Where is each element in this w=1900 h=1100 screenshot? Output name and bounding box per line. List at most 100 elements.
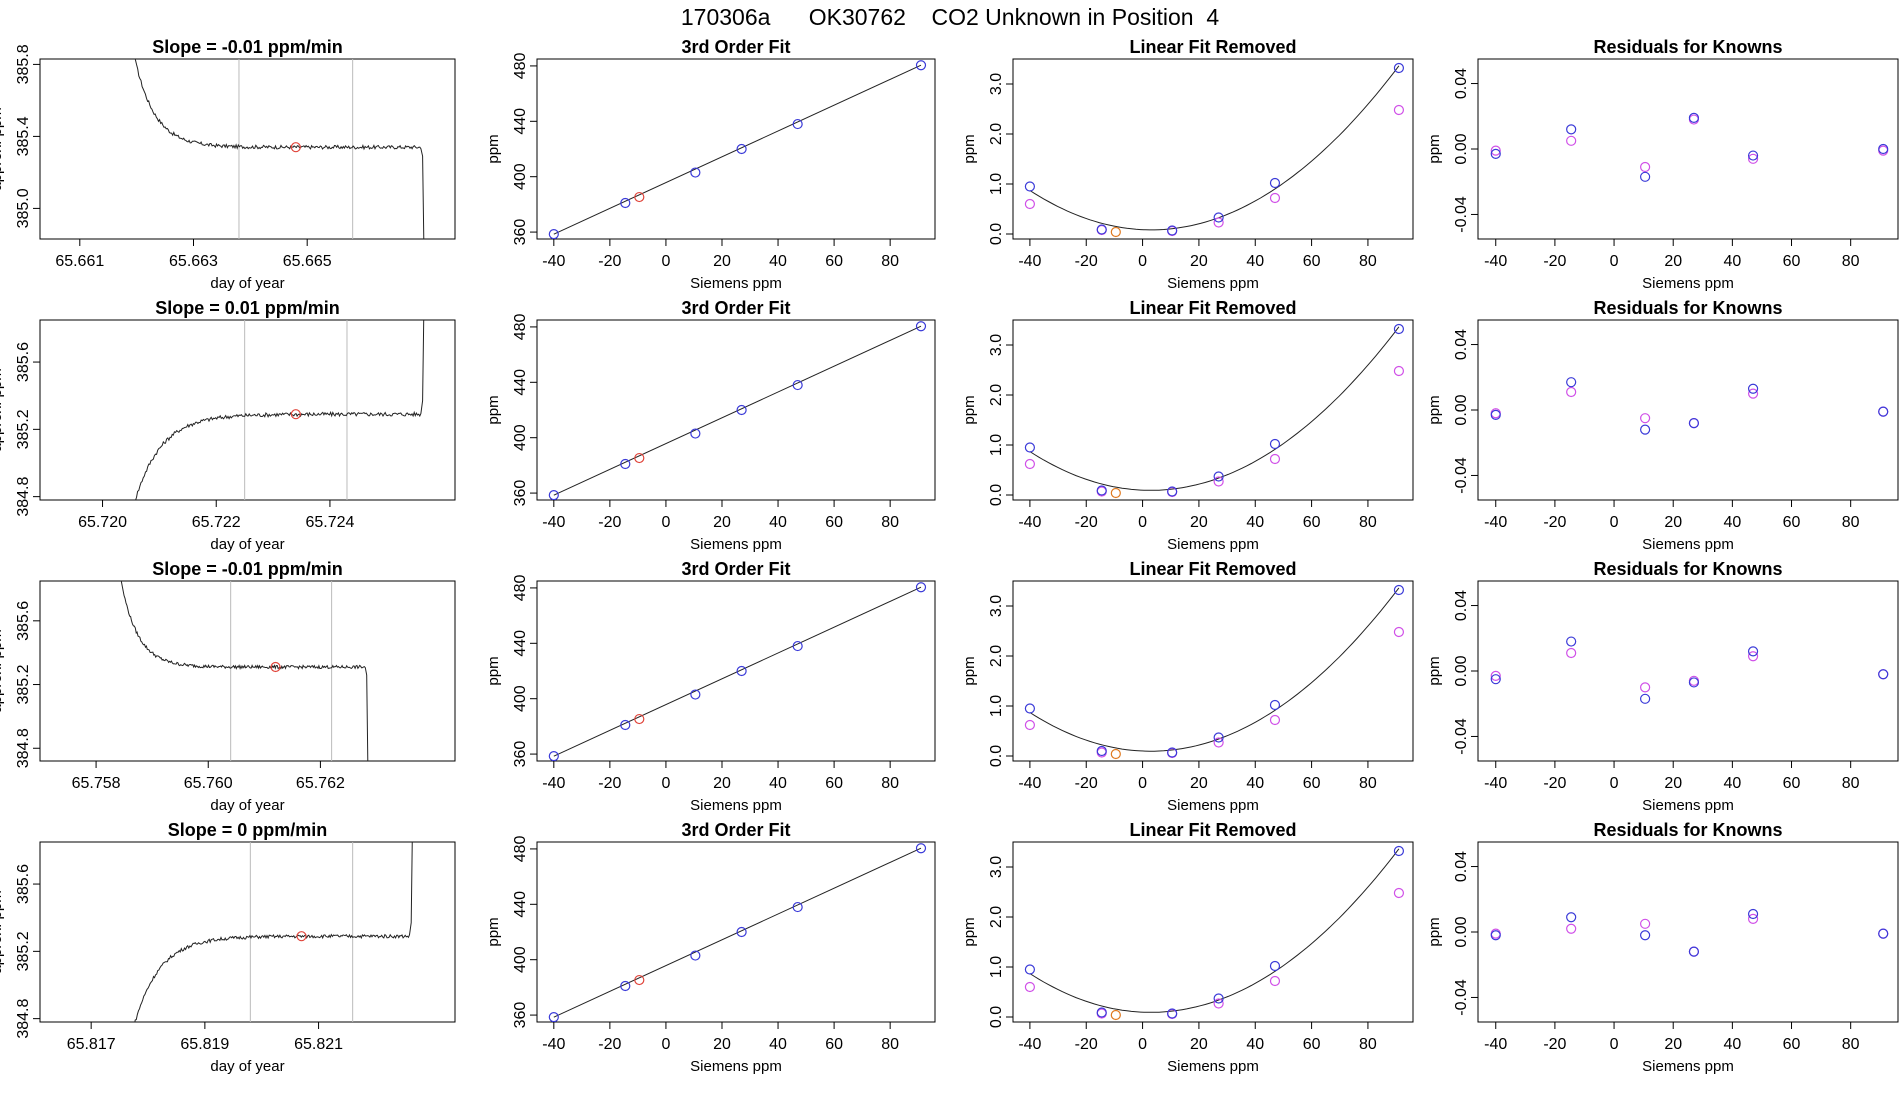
x-tick-label: 65.720 [78, 514, 127, 531]
y-axis-label: approx. ppm [0, 107, 5, 190]
residual-point-fit [1566, 377, 1577, 388]
y-tick-label: 3.0 [988, 595, 1005, 617]
plot-area [1490, 112, 1889, 182]
x-tick-label: 40 [769, 514, 787, 531]
fit-known-point [1213, 212, 1224, 223]
y-tick-label: 3.0 [988, 334, 1005, 356]
residual-point-raw [1490, 670, 1501, 682]
x-tick-label: 0 [1610, 775, 1619, 792]
y-axis-label: ppm [961, 395, 978, 424]
panel-title: Slope = -0.01 ppm/min [152, 559, 343, 579]
x-axis-label: day of year [210, 275, 284, 292]
residual-point-raw [1566, 647, 1577, 659]
y-tick-label: 385.6 [15, 601, 32, 641]
x-tick-label: -40 [1484, 514, 1507, 531]
x-tick-label: 80 [1359, 775, 1377, 792]
x-axis-label: Siemens ppm [1167, 536, 1259, 553]
x-tick-label: 20 [1664, 1036, 1682, 1053]
plot-area [1024, 845, 1405, 1021]
x-tick-label: 0 [1610, 1036, 1619, 1053]
lfr-curve [1029, 65, 1400, 231]
y-axis-label: ppm [485, 134, 502, 163]
x-tick-label: 20 [713, 253, 731, 270]
y-tick-label: 385.2 [15, 931, 32, 971]
x-tick-label: 0 [1138, 514, 1147, 531]
x-tick-label: 65.819 [180, 1036, 229, 1053]
x-tick-label: 40 [1723, 514, 1741, 531]
y-tick-label: 3.0 [988, 856, 1005, 878]
raw-known-point [1393, 365, 1405, 377]
raw-known-point [1024, 198, 1036, 210]
co2-trace-line [134, 842, 413, 1022]
fit-known-point [1393, 584, 1405, 596]
residual-point-raw [1640, 682, 1651, 693]
raw-known-point [1024, 981, 1036, 993]
residual-point-fit [1747, 383, 1759, 394]
plot-frame [1012, 319, 1414, 501]
y-tick-label: 384.8 [15, 999, 32, 1039]
residual-point-fit [1878, 928, 1889, 939]
x-tick-label: 65.760 [184, 775, 233, 792]
unknown-marker [270, 661, 281, 673]
x-tick-label: 0 [661, 775, 670, 792]
plot-area [135, 320, 425, 500]
panel-title: 3rd Order Fit [681, 820, 790, 840]
y-tick-label: 0.00 [1453, 655, 1470, 686]
known-point [620, 458, 631, 470]
raw-known-point [1269, 453, 1281, 465]
unknown-marker [290, 142, 301, 153]
known-point [548, 490, 559, 500]
fit-known-point [1213, 471, 1224, 482]
plot-area [1490, 377, 1889, 435]
known-point [792, 901, 803, 913]
plot-frame [536, 580, 936, 762]
x-tick-label: 20 [1664, 775, 1682, 792]
x-axis-label: Siemens ppm [690, 536, 782, 553]
raw-known-point [1269, 192, 1281, 204]
residual-point-raw [1640, 918, 1651, 929]
x-tick-label: 65.724 [305, 514, 354, 531]
known-point [690, 167, 701, 178]
fit-known-point [1024, 181, 1036, 192]
known-point [548, 751, 559, 761]
residual-point-fit [1640, 930, 1651, 941]
known-point [736, 404, 747, 416]
panel-title: Linear Fit Removed [1129, 37, 1296, 57]
y-tick-label: 2.0 [988, 645, 1005, 667]
x-tick-label: -40 [542, 1036, 565, 1053]
y-tick-label: 400 [512, 946, 529, 973]
x-tick-label: -40 [542, 253, 565, 270]
y-tick-label: 385.8 [15, 44, 32, 84]
y-tick-label: 0.04 [1453, 851, 1470, 882]
x-axis-label: day of year [210, 797, 284, 814]
fit-known-point [1393, 323, 1405, 335]
residual-point-raw [1747, 651, 1759, 662]
y-axis-label: ppm [961, 656, 978, 685]
x-axis-label: Siemens ppm [1167, 797, 1259, 814]
x-tick-label: 65.665 [283, 253, 332, 270]
plot-frame [536, 319, 936, 501]
fit-known-point [1024, 964, 1036, 975]
x-tick-label: -40 [1484, 253, 1507, 270]
x-tick-label: 60 [1783, 775, 1801, 792]
lfr-curve [1029, 587, 1400, 752]
x-tick-label: 60 [1783, 1036, 1801, 1053]
x-tick-label: -40 [1018, 1036, 1041, 1053]
fit-known-point [1213, 732, 1224, 743]
plot-frame [1477, 841, 1899, 1023]
plot-area [548, 60, 927, 239]
y-tick-label: 1.0 [988, 173, 1005, 195]
raw-known-point [1393, 887, 1405, 899]
y-axis-label: approx. ppm [0, 890, 5, 973]
x-tick-label: -20 [598, 514, 621, 531]
y-tick-label: -0.04 [1453, 457, 1470, 494]
x-tick-label: -40 [1484, 1036, 1507, 1053]
y-tick-label: 360 [512, 480, 529, 507]
x-axis-label: Siemens ppm [1642, 1058, 1734, 1075]
y-tick-label: 0.0 [988, 745, 1005, 767]
plot-area [134, 842, 413, 1022]
plot-area [1024, 323, 1405, 499]
x-axis-label: Siemens ppm [1167, 1058, 1259, 1075]
lfr-curve [1029, 326, 1400, 491]
